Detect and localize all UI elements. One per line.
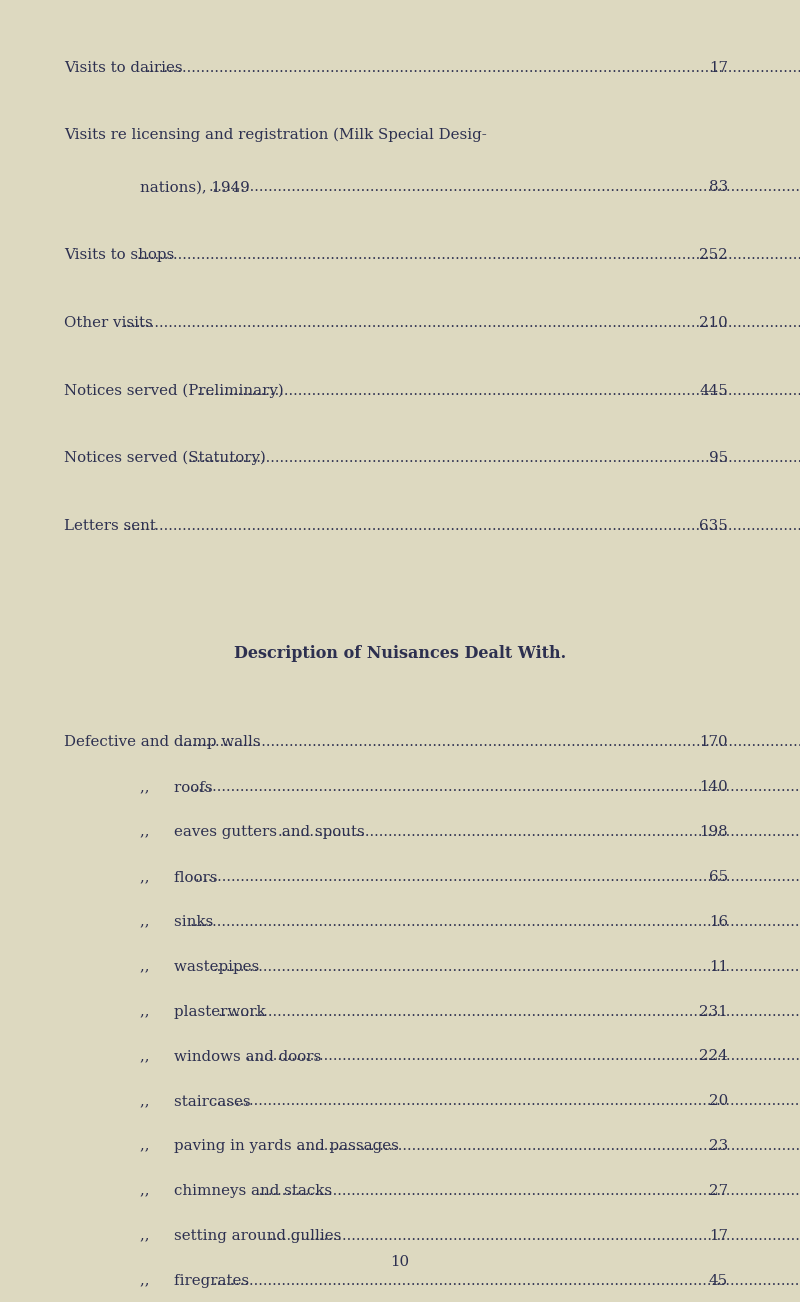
Text: ................................................................................: ........................................… <box>194 870 800 884</box>
Text: 17: 17 <box>709 61 728 74</box>
Text: ,,   eaves gutters and spouts: ,, eaves gutters and spouts <box>140 825 365 838</box>
Text: ,,   plasterwork: ,, plasterwork <box>140 1005 266 1018</box>
Text: ................................................................................: ........................................… <box>123 316 800 329</box>
Text: 10: 10 <box>390 1255 410 1268</box>
Text: ................................................................................: ........................................… <box>190 915 800 928</box>
Text: ................................................................................: ........................................… <box>213 960 800 974</box>
Text: ................................................................................: ........................................… <box>123 519 800 533</box>
Text: Letters sent: Letters sent <box>64 519 156 533</box>
Text: ................................................................................: ........................................… <box>213 1275 800 1288</box>
Text: 635: 635 <box>699 519 728 533</box>
Text: ,,   windows and doors: ,, windows and doors <box>140 1049 322 1064</box>
Text: 16: 16 <box>709 915 728 928</box>
Text: 198: 198 <box>699 825 728 838</box>
Text: 17: 17 <box>709 1229 728 1243</box>
Text: 65: 65 <box>709 870 728 884</box>
Text: nations), 1949: nations), 1949 <box>140 181 250 194</box>
Text: 83: 83 <box>709 181 728 194</box>
Text: Defective and damp walls: Defective and damp walls <box>64 736 261 749</box>
Text: ................................................................................: ........................................… <box>296 1139 800 1154</box>
Text: Visits re licensing and registration (Milk Special Desig-: Visits re licensing and registration (Mi… <box>64 128 486 142</box>
Text: Description of Nuisances Dealt With.: Description of Nuisances Dealt With. <box>234 644 566 661</box>
Text: ................................................................................: ........................................… <box>178 736 800 749</box>
Text: ,,   paving in yards and passages: ,, paving in yards and passages <box>140 1139 399 1154</box>
Text: Visits to shops: Visits to shops <box>64 249 174 262</box>
Text: Notices served (Statutory): Notices served (Statutory) <box>64 450 266 465</box>
Text: 224: 224 <box>699 1049 728 1064</box>
Text: ................................................................................: ........................................… <box>197 384 800 397</box>
Text: ,,   wastepipes: ,, wastepipes <box>140 960 259 974</box>
Text: ,,   firegrates: ,, firegrates <box>140 1275 249 1288</box>
Text: ................................................................................: ........................................… <box>254 1185 800 1198</box>
Text: 445: 445 <box>699 384 728 397</box>
Text: ................................................................................: ........................................… <box>246 1049 800 1064</box>
Text: ................................................................................: ........................................… <box>218 1005 800 1018</box>
Text: ,,   staircases: ,, staircases <box>140 1095 250 1108</box>
Text: ................................................................................: ........................................… <box>213 1095 800 1108</box>
Text: ................................................................................: ........................................… <box>146 61 800 74</box>
Text: 210: 210 <box>699 316 728 329</box>
Text: Other visits: Other visits <box>64 316 153 329</box>
Text: Notices served (Preliminary): Notices served (Preliminary) <box>64 383 284 397</box>
Text: ................................................................................: ........................................… <box>190 780 800 794</box>
Text: ,,   sinks: ,, sinks <box>140 915 214 928</box>
Text: 23: 23 <box>709 1139 728 1154</box>
Text: 45: 45 <box>709 1275 728 1288</box>
Text: ................................................................................: ........................................… <box>137 249 800 262</box>
Text: ,,   setting around gullies: ,, setting around gullies <box>140 1229 342 1243</box>
Text: 170: 170 <box>699 736 728 749</box>
Text: 140: 140 <box>699 780 728 794</box>
Text: ................................................................................: ........................................… <box>278 825 800 838</box>
Text: ,,   roofs: ,, roofs <box>140 780 213 794</box>
Text: ,,   floors: ,, floors <box>140 870 218 884</box>
Text: 27: 27 <box>709 1185 728 1198</box>
Text: 231: 231 <box>699 1005 728 1018</box>
Text: ................................................................................: ........................................… <box>188 452 800 465</box>
Text: 20: 20 <box>709 1095 728 1108</box>
Text: ................................................................................: ........................................… <box>208 181 800 194</box>
Text: Visits to dairies: Visits to dairies <box>64 61 182 74</box>
Text: 95: 95 <box>709 452 728 465</box>
Text: 11: 11 <box>709 960 728 974</box>
Text: 252: 252 <box>699 249 728 262</box>
Text: ................................................................................: ........................................… <box>269 1229 800 1243</box>
Text: ,,   chimneys and stacks: ,, chimneys and stacks <box>140 1185 332 1198</box>
